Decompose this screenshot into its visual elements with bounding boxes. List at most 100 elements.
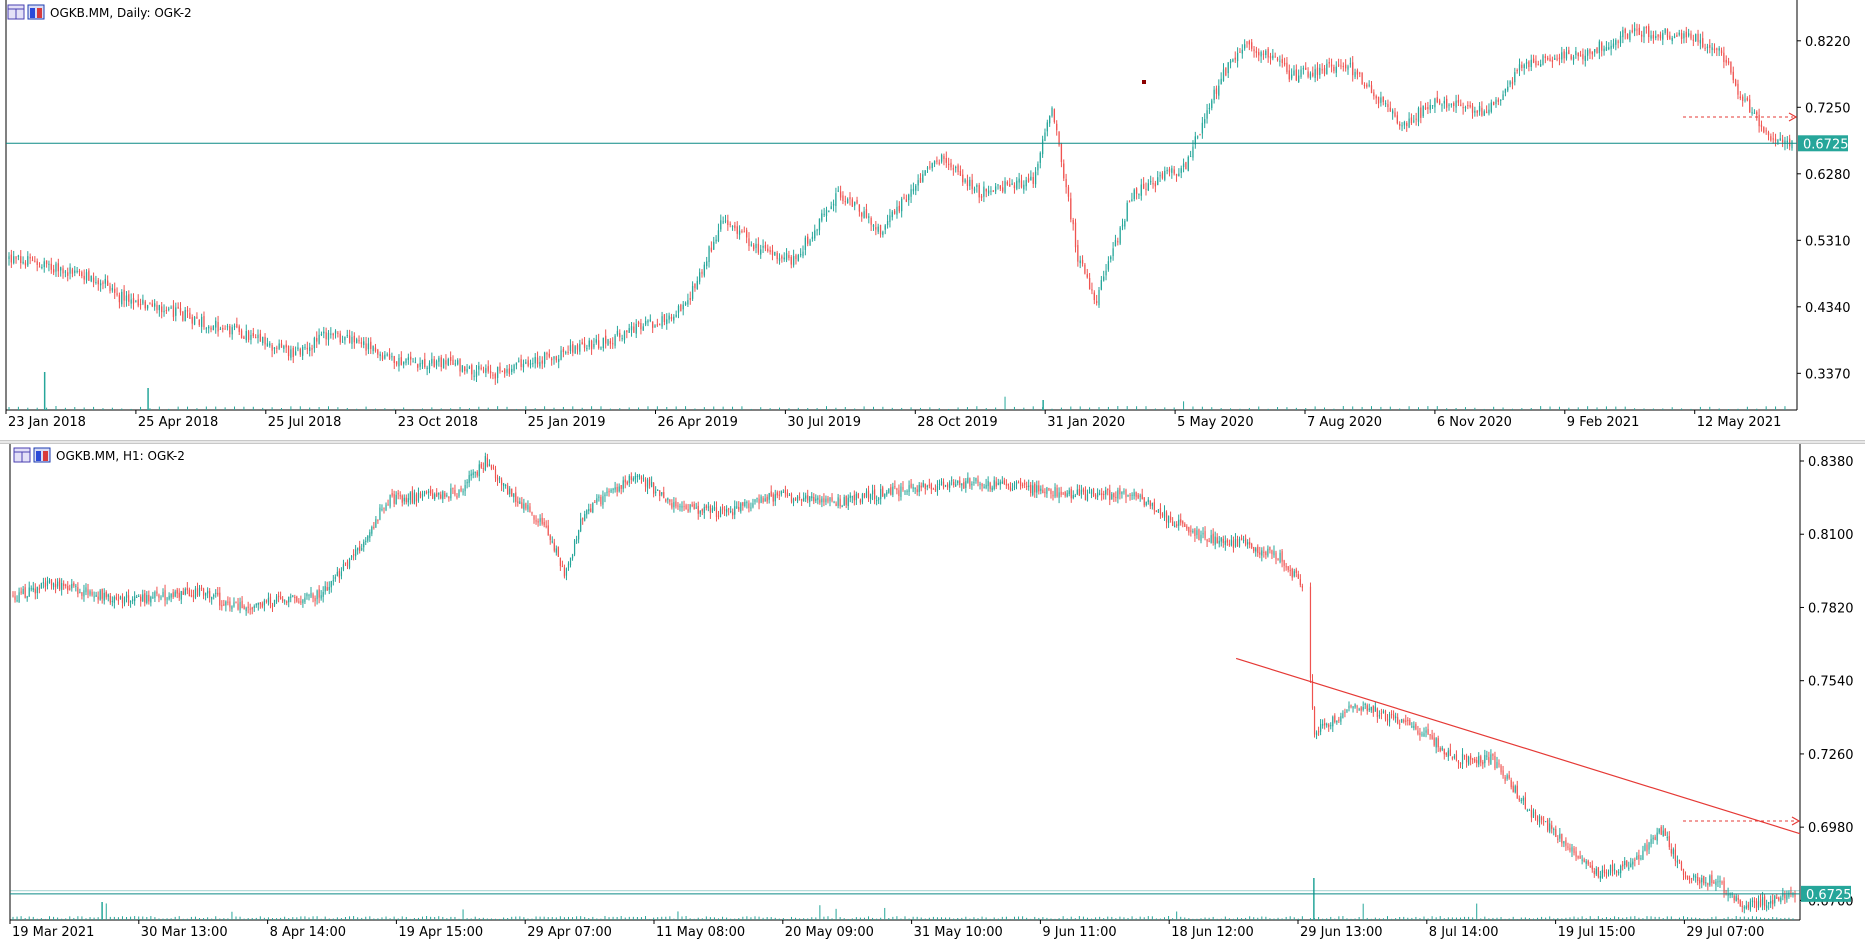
candle-body <box>518 360 520 362</box>
candle-body <box>313 337 316 349</box>
candle-body <box>1307 71 1309 77</box>
candle-body <box>434 494 436 500</box>
candle-body <box>648 478 651 486</box>
candle-body <box>1471 105 1474 113</box>
candle-body <box>1290 74 1293 79</box>
candle-body <box>202 588 205 596</box>
h1-chart-canvas[interactable]: 0.83800.81000.78200.75400.72600.69800.67… <box>0 444 1865 940</box>
trend-line[interactable] <box>1235 657 1801 835</box>
candle-body <box>1054 487 1056 497</box>
chart-splitter[interactable] <box>0 440 1865 444</box>
candle-body <box>609 340 612 344</box>
candle-body <box>626 481 628 485</box>
candle-body <box>837 497 839 506</box>
candle-body <box>45 260 48 265</box>
candle-body <box>1279 60 1281 62</box>
candle-body <box>924 483 926 489</box>
candle-body <box>1281 551 1283 562</box>
candle-body <box>505 485 507 487</box>
candle-body <box>825 209 828 217</box>
candle-body <box>107 280 109 286</box>
candle-body <box>480 367 482 369</box>
object-list-icon[interactable] <box>33 447 51 463</box>
candle-body <box>341 341 344 343</box>
candle-body <box>1107 261 1110 270</box>
candle-body <box>1176 524 1178 527</box>
candle-body <box>1036 485 1038 493</box>
candle-body <box>182 591 184 595</box>
candle-body <box>634 475 636 480</box>
candle-body <box>861 494 864 503</box>
candle-body <box>316 590 318 600</box>
candle-body <box>1137 494 1139 499</box>
candle-body <box>501 371 503 373</box>
time-axis-label: 8 Jul 14:00 <box>1429 925 1499 940</box>
candle-body <box>541 517 543 524</box>
candle-body <box>1766 905 1768 909</box>
candle-body <box>1401 719 1403 723</box>
candle-body <box>999 185 1001 189</box>
candle-body <box>961 483 963 486</box>
indicator-list-icon[interactable] <box>13 447 31 463</box>
candle-body <box>1164 170 1166 180</box>
candle-body <box>993 480 995 489</box>
candle-body <box>1384 103 1387 105</box>
candle-body <box>1094 494 1097 499</box>
candle-body <box>450 488 452 499</box>
candle-body <box>1283 560 1285 566</box>
chart-marker[interactable] <box>1142 80 1146 84</box>
candle-body <box>1034 483 1036 493</box>
candle-body <box>699 272 701 282</box>
candle-body <box>573 540 576 555</box>
candle-body <box>163 310 165 313</box>
candle-body <box>1030 176 1032 181</box>
candle-body <box>263 600 265 606</box>
candle-body <box>642 326 644 331</box>
candle-body <box>1650 35 1652 39</box>
candle-body <box>811 496 813 499</box>
candle-body <box>438 357 440 362</box>
candle-body <box>919 177 922 183</box>
daily-chart-window[interactable]: 0.8220 0.7250 0.6280 0.5310 0.4340 0.3370 0.67… <box>0 0 1865 440</box>
candle-body <box>671 503 673 508</box>
candle-body <box>802 251 804 257</box>
candle-body <box>1749 901 1751 910</box>
indicator-list-icon[interactable] <box>7 4 25 20</box>
candle-body <box>179 308 182 313</box>
object-list-icon[interactable] <box>27 4 45 20</box>
candle-body <box>1751 900 1754 902</box>
candle-body <box>1498 763 1500 765</box>
candle-body <box>1361 72 1363 85</box>
candle-body <box>31 260 34 262</box>
time-axis-label: 25 Jan 2019 <box>528 415 606 430</box>
candle-body <box>10 254 12 263</box>
candle-body <box>1693 875 1695 878</box>
candle-body <box>413 492 416 504</box>
daily-chart-canvas[interactable]: 0.82200.72500.62800.53100.43400.33700.67… <box>0 0 1865 440</box>
candle-body <box>473 375 475 377</box>
candle-body <box>657 489 659 491</box>
candle-body <box>839 498 841 507</box>
candle-body <box>1276 58 1279 61</box>
candle-body <box>936 160 938 162</box>
candle-body <box>1565 52 1568 59</box>
h1-chart-window[interactable]: 0.8380 0.8100 0.7820 0.7540 0.7260 0.6980 0.67… <box>0 444 1865 940</box>
candle-body <box>1737 897 1739 900</box>
candle-body <box>706 261 708 267</box>
candle-body <box>1135 492 1137 497</box>
candle-body <box>190 595 193 597</box>
candle-body <box>565 568 568 576</box>
candle-body <box>1650 838 1652 845</box>
candle-body <box>1337 64 1340 66</box>
candle-body <box>1253 49 1255 52</box>
candle-body <box>1072 219 1074 225</box>
candle-body <box>156 305 158 310</box>
candle-body <box>796 496 799 502</box>
candle-body <box>1084 264 1086 274</box>
candle-body <box>1568 50 1570 55</box>
candle-body <box>1467 105 1469 107</box>
candle-body <box>233 602 235 607</box>
candle-body <box>440 494 442 499</box>
candle-body <box>46 581 49 586</box>
candle-body <box>979 483 981 485</box>
